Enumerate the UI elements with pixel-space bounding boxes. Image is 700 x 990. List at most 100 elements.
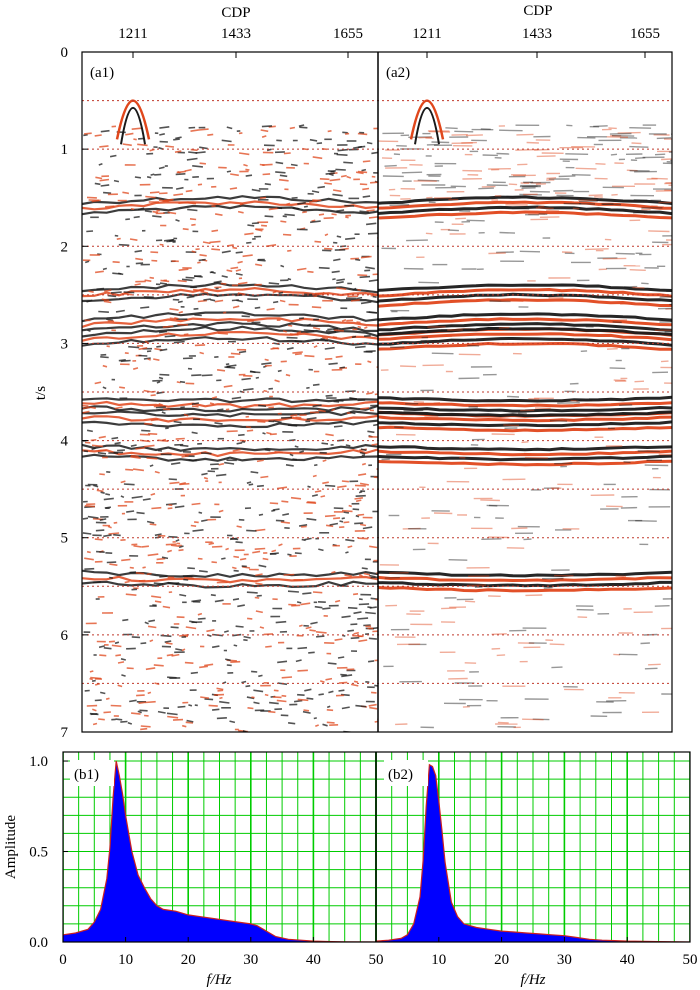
- seismic-noise-streak: [660, 360, 669, 363]
- seismic-y-tick-label: 2: [61, 239, 69, 255]
- seismic-reflector-trace: [82, 397, 378, 404]
- seismic-reflector-trace: [378, 283, 672, 292]
- seismic-noise-streak: [170, 462, 181, 465]
- seismic-noise-streak: [237, 260, 243, 264]
- seismic-reflector-trace: [82, 448, 378, 458]
- seismic-noise-streak: [194, 314, 202, 317]
- seismic-noise-streak: [279, 299, 286, 303]
- seismic-noise-streak: [617, 131, 641, 134]
- seismic-noise-streak: [326, 705, 331, 709]
- seismic-noise-streak: [179, 634, 189, 637]
- seismic-noise-streak: [102, 364, 108, 368]
- seismic-noise-streak: [160, 634, 172, 638]
- seismic-noise-streak: [322, 336, 329, 340]
- seismic-noise-streak: [274, 451, 283, 454]
- seismic-noise-streak: [218, 509, 224, 513]
- seismic-noise-streak: [232, 246, 238, 250]
- seismic-noise-streak: [185, 721, 194, 724]
- seismic-noise-streak: [297, 646, 308, 650]
- seismic-noise-streak: [324, 357, 333, 360]
- seismic-noise-streak: [214, 294, 219, 297]
- seismic-noise-streak: [118, 243, 130, 247]
- seismic-section: 0 1 2 3 4 5 6 7 1211 1433 1655 1211 1433 1655 CDP CDP…: [33, 3, 673, 741]
- seismic-noise-streak: [184, 576, 195, 580]
- seismic-noise-streak: [305, 626, 312, 630]
- seismic-noise-streak: [313, 717, 317, 720]
- seismic-noise-streak: [466, 219, 485, 222]
- seismic-noise-streak: [143, 357, 151, 360]
- seismic-noise-streak: [355, 494, 366, 497]
- seismic-noise-streak: [147, 432, 158, 435]
- seismic-noise-streak: [486, 504, 498, 507]
- seismic-noise-streak: [332, 189, 342, 193]
- seismic-noise-streak: [358, 598, 363, 601]
- seismic-noise-streak: [301, 538, 306, 542]
- seismic-reflector-trace: [378, 317, 672, 327]
- seismic-noise-streak: [170, 626, 179, 629]
- seismic-noise-streak: [182, 575, 193, 578]
- seismic-noise-streak: [488, 252, 506, 255]
- seismic-noise-streak: [94, 270, 104, 274]
- seismic-noise-streak: [255, 376, 260, 379]
- seismic-noise-streak: [620, 506, 638, 509]
- seismic-noise-streak: [345, 444, 351, 447]
- seismic-noise-streak: [328, 690, 334, 694]
- seismic-noise-streak: [245, 425, 252, 429]
- seismic-noise-streak: [126, 510, 135, 513]
- seismic-noise-streak: [588, 194, 603, 197]
- seismic-noise-streak: [177, 300, 183, 304]
- seismic-noise-streak: [297, 669, 308, 672]
- seismic-noise-streak: [146, 572, 152, 576]
- seismic-noise-streak: [275, 171, 286, 174]
- spectrum-y-tick-label: 1.0: [29, 754, 48, 770]
- seismic-noise-streak: [122, 191, 130, 195]
- seismic-reflector-trace: [378, 287, 672, 298]
- seismic-noise-streak: [149, 276, 155, 279]
- seismic-noise-streak: [366, 392, 373, 395]
- seismic-noise-streak: [130, 444, 137, 447]
- seismic-noise-streak: [251, 222, 259, 225]
- seismic-noise-streak: [120, 359, 131, 363]
- seismic-noise-streak: [264, 693, 269, 697]
- seismic-noise-streak: [102, 386, 107, 390]
- seismic-noise-streak: [632, 286, 645, 289]
- spectrum-x-tick-label: 0: [59, 952, 67, 968]
- seismic-noise-streak: [156, 381, 161, 384]
- seismic-noise-streak: [648, 230, 670, 233]
- seismic-noise-streak: [194, 344, 206, 347]
- seismic-noise-streak: [268, 282, 280, 285]
- seismic-noise-streak: [292, 207, 300, 210]
- seismic-noise-streak: [103, 711, 111, 714]
- seismic-noise-streak: [318, 409, 326, 413]
- seismic-noise-streak: [144, 444, 155, 448]
- seismic-noise-streak: [481, 538, 502, 540]
- seismic-noise-streak: [98, 435, 106, 439]
- seismic-noise-streak: [362, 526, 373, 530]
- seismic-noise-streak: [289, 126, 296, 130]
- seismic-noise-streak: [98, 645, 105, 649]
- seismic-reflector-trace: [82, 321, 378, 333]
- seismic-noise-streak: [294, 552, 302, 555]
- seismic-noise-streak: [575, 167, 597, 170]
- seismic-noise-streak: [341, 615, 351, 619]
- seismic-noise-streak: [201, 374, 213, 377]
- seismic-noise-streak: [217, 408, 224, 411]
- seismic-noise-streak: [146, 457, 158, 460]
- seismic-noise-streak: [171, 653, 180, 657]
- seismic-noise-streak: [89, 677, 94, 681]
- seismic-noise-streak: [82, 410, 90, 414]
- seismic-noise-streak: [348, 504, 353, 508]
- seismic-noise-streak: [406, 239, 428, 242]
- seismic-reflector-trace: [378, 341, 672, 351]
- seismic-noise-streak: [145, 195, 156, 199]
- seismic-noise-streak: [103, 647, 112, 650]
- seismic-noise-streak: [565, 153, 589, 155]
- seismic-noise-streak: [161, 411, 166, 415]
- seismic-reflector-trace: [378, 449, 672, 457]
- seismic-noise-streak: [130, 454, 139, 458]
- spectrum-series-b1: [63, 760, 377, 942]
- seismic-noise-streak: [203, 476, 209, 480]
- seismic-noise-streak: [139, 709, 148, 712]
- seismic-noise-streak: [217, 332, 228, 335]
- seismic-noise-streak: [337, 656, 345, 659]
